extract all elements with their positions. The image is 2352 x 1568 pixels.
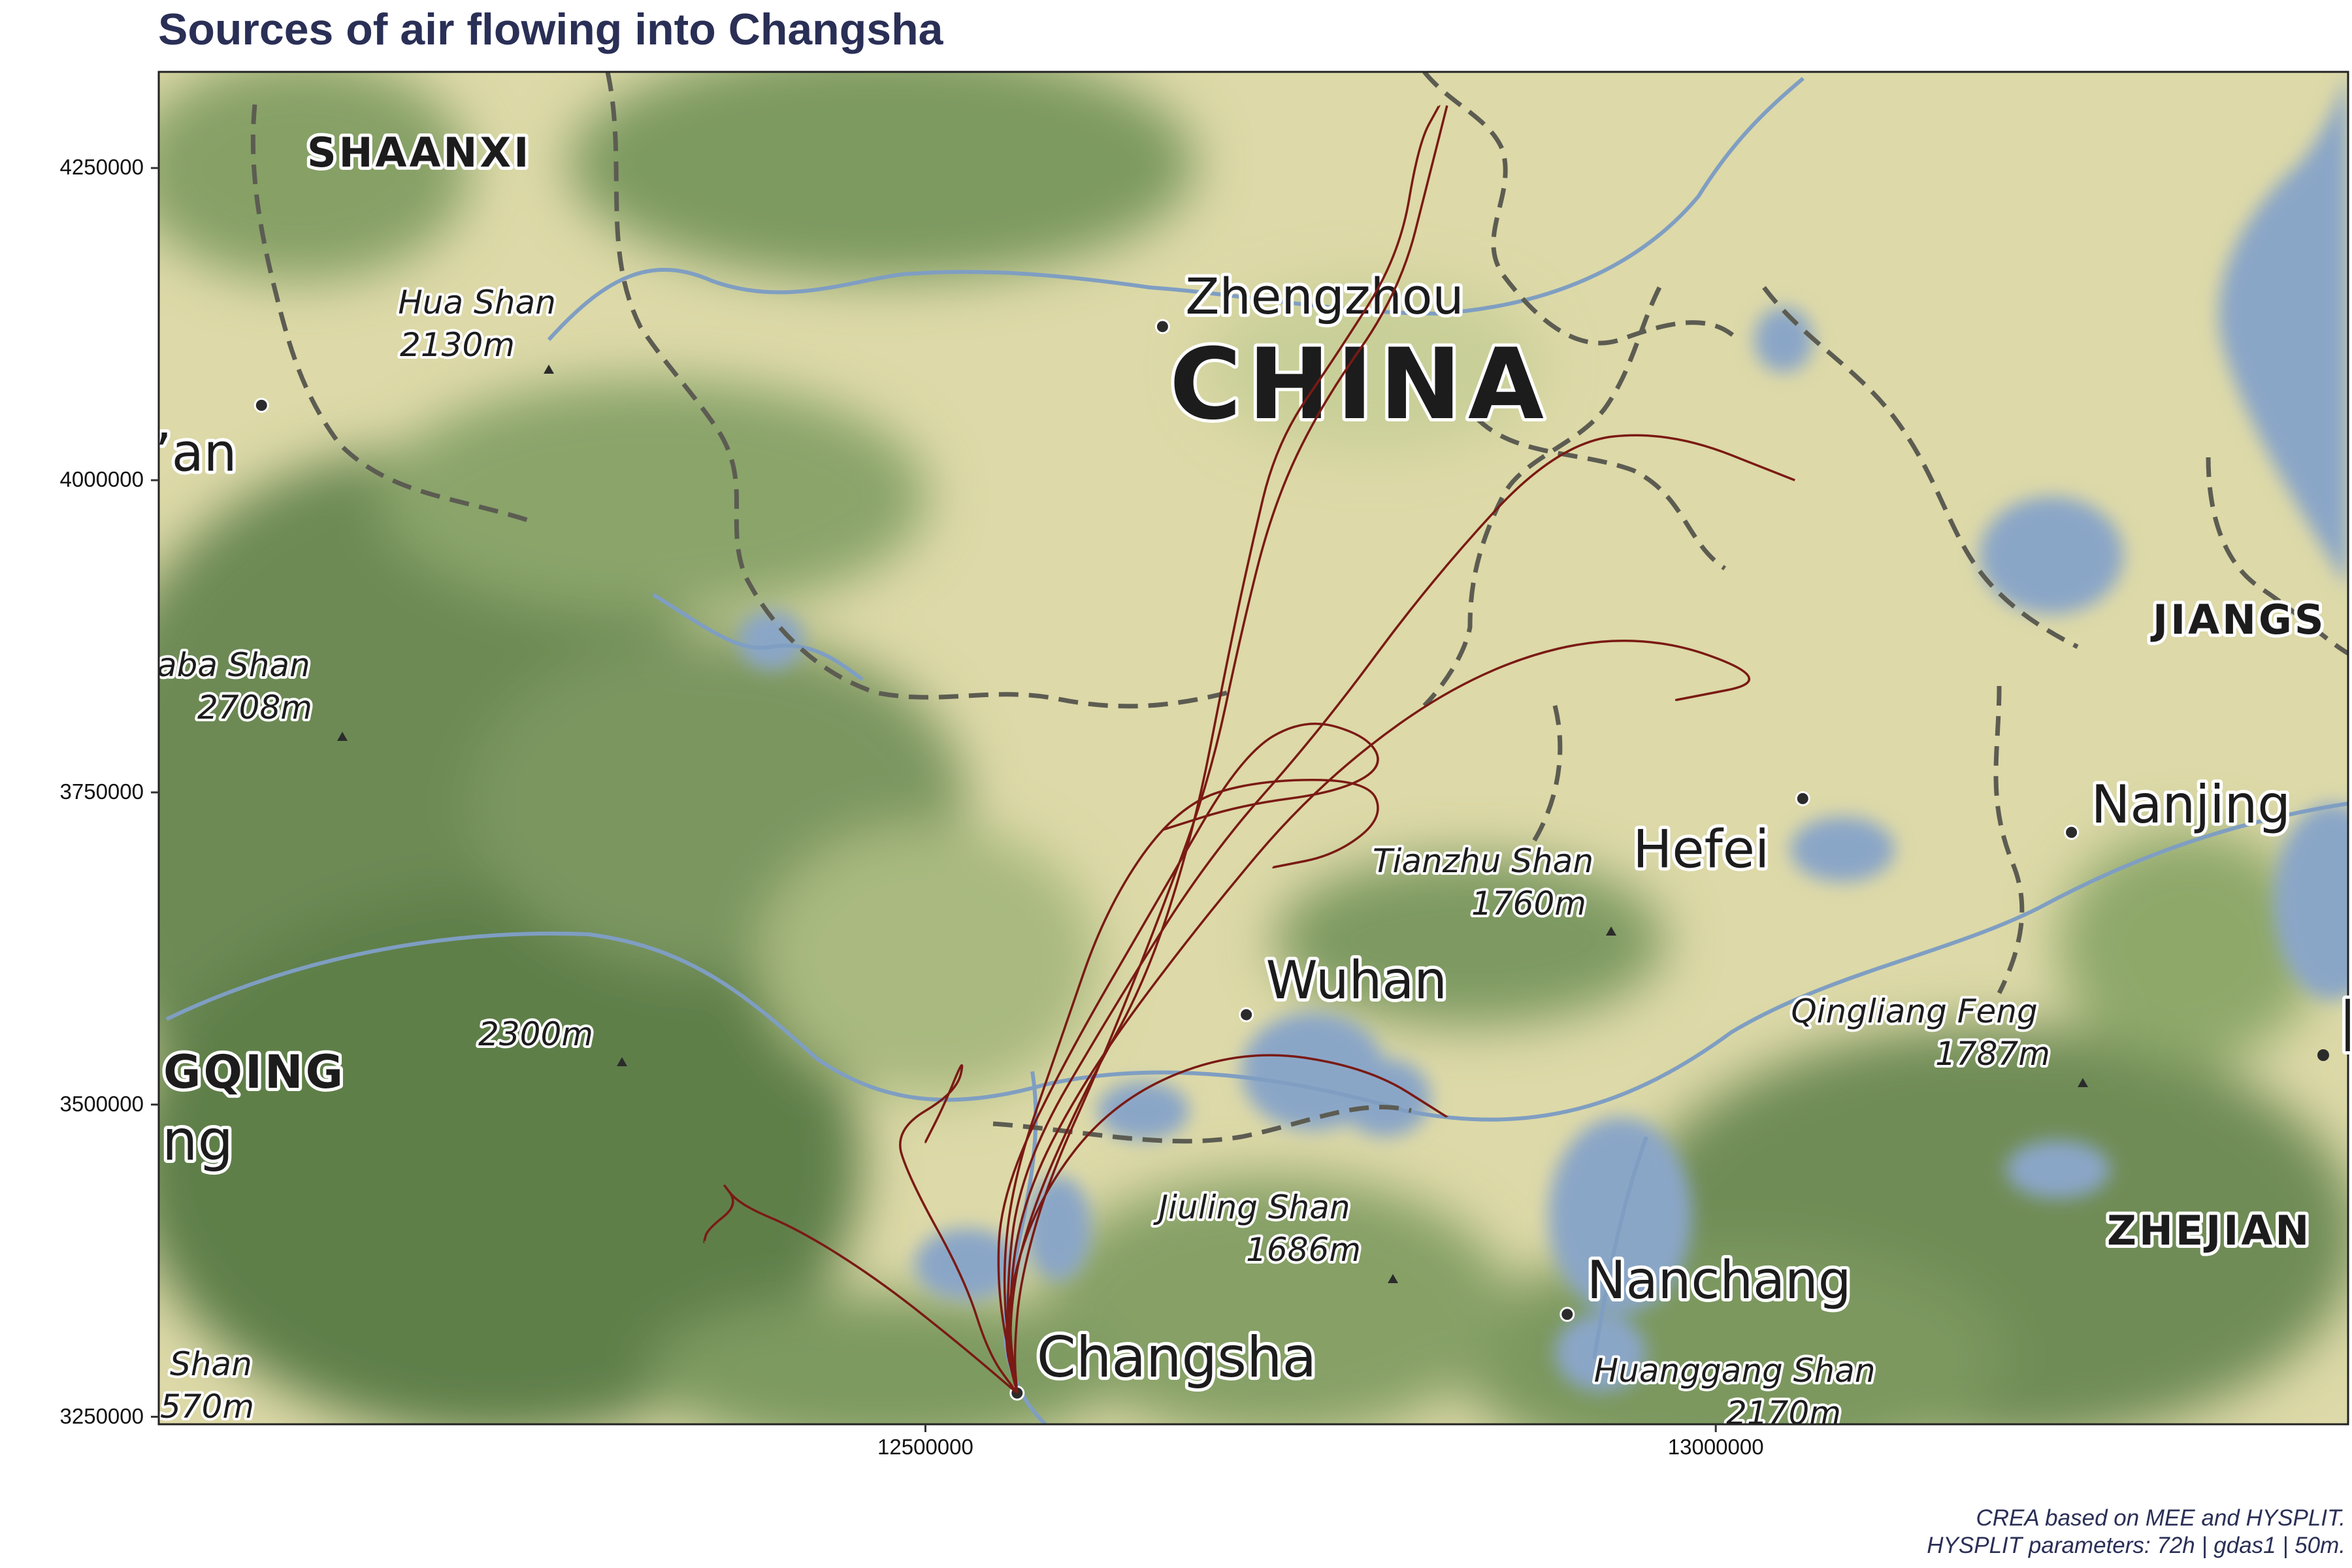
city-label-2: Hefei [1633,819,1769,879]
caption-line-2: HYSPLIT parameters: 72h | gdas1 | 50m. [1927,1533,2345,1558]
chart-title: Sources of air flowing into Changsha [158,5,943,54]
peak-elev-huanggang-shan: 2170m [1726,1394,1841,1432]
city-dot-1 [253,397,269,413]
axis-ticks [151,167,1717,1432]
peak-icon [1388,1274,1398,1283]
peak-name-jiuling-shan: Jiuling Shan [1152,1188,1350,1226]
trajectory-line-8 [1003,778,1379,1394]
trajectory-line-4 [702,1184,1018,1394]
peak-elev-hua-shan: 2130m [400,326,515,364]
peak-name-taibai-shan: aba Shan [157,646,310,684]
city-dot-5 [1560,1307,1575,1322]
y-tick-label-2: 3750000 [59,779,144,804]
caption-line-1: CREA based on MEE and HYSPLIT. [1976,1505,2346,1531]
peak-elev-tianzhu-shan: 1760m [1471,885,1586,923]
panel-border [157,71,2349,1426]
trajectory-line-1 [1013,105,1448,1394]
map-labels: CHINA SHAANXI JIANGS ZHEJIAN GQING ng Hu… [105,125,2327,1432]
city-label-6: Changsha [1037,1325,1316,1390]
peak-elev-qingliang-feng: 1787m [1935,1035,2050,1073]
peak-elev-left-bottom: 570m [160,1388,254,1426]
province-label-fragment: ng [162,1108,233,1173]
peak-icon [1606,926,1616,936]
city-label-3: Nanjing [2091,774,2291,835]
trajectory-line-6 [1009,640,1750,1394]
province-label-zhejiang: ZHEJIAN [2107,1207,2311,1254]
y-tick-label-3: 3500000 [59,1091,144,1116]
peak-elev-jiuling-shan: 1686m [1246,1231,1361,1269]
trajectory-line-2 [1009,104,1441,1394]
trajectory-line-7 [997,723,1379,1394]
country-label: CHINA [1169,328,1550,442]
province-label-shaanxi: SHAANXI [307,129,531,176]
terrain-layer [159,72,2348,1424]
city-label-4: Wuhan [1266,950,1447,1011]
province-label-jiangsu: JIANGS [2150,596,2327,644]
peak-name-huanggang-shan: Huanggang Shan [1594,1352,1876,1390]
peak-name-hua-shan: Hua Shan [398,284,556,321]
city-dot-0 [1154,319,1170,335]
y-tick-label-4: 3250000 [59,1403,144,1428]
city-label-5: Nanchang [1587,1250,1852,1311]
offmap-label: | [2339,990,2352,1052]
peak-elev-2300: 2300m [478,1015,593,1053]
peak-icon [337,732,348,741]
peak-icon [2078,1078,2088,1087]
province-label-chongqing: GQING [163,1045,346,1099]
peak-icon [617,1057,627,1066]
city-label-0: Zhengzhou [1185,267,1463,325]
city-dot-4 [1239,1007,1254,1022]
x-tick-label-0: 12500000 [877,1435,973,1459]
city-dot-offmap [2317,1049,2329,1061]
city-label-1: Xi’an [105,422,237,483]
city-dot-2 [1795,791,1810,806]
cities: Zhengzhou Xi’an Hefei Nanjing Wuhan Nanchang C… [105,264,2294,1401]
trajectory-line-3 [899,1064,1019,1394]
peaks: Hua Shan 2130m aba Shan 2708m 2300m Tian… [157,281,2088,1432]
peak-name-tianzhu-shan: Tianzhu Shan [1373,842,1593,880]
peak-name-left-bottom: Shan [170,1345,252,1383]
city-dot-3 [2064,825,2080,840]
trajectory-line-9 [1007,434,1795,1394]
trajectories [702,104,1795,1394]
caption: CREA based on MEE and HYSPLIT. HYSPLIT p… [1927,1505,2345,1560]
x-tick-label-1: 13000000 [1667,1435,1764,1459]
y-tick-label-0: 4250000 [59,155,144,180]
basemap [159,72,2348,1424]
peak-elev-taibai-shan: 2708m [197,689,312,727]
y-tick-label-1: 4000000 [59,467,144,491]
peak-name-qingliang-feng: Qingliang Feng [1791,992,2037,1030]
peak-icon [544,365,554,374]
